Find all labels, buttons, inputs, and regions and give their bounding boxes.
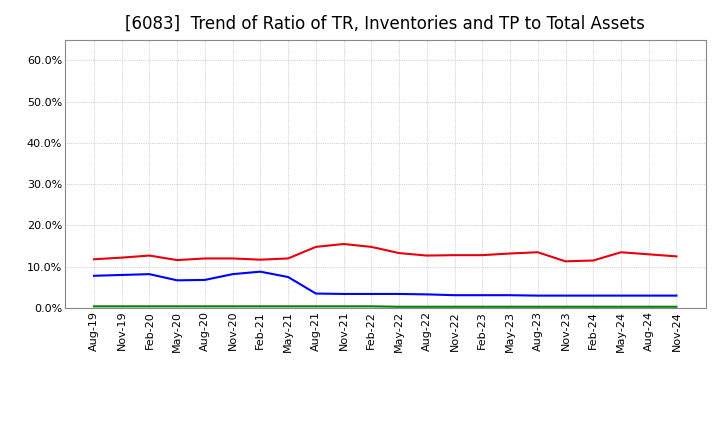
Trade Payables — [644, 304, 653, 309]
Trade Payables — [117, 304, 126, 309]
Trade Receivables — [616, 249, 625, 255]
Inventories — [505, 293, 514, 298]
Trade Receivables — [589, 258, 598, 263]
Inventories — [423, 292, 431, 297]
Inventories — [145, 271, 154, 277]
Trade Payables — [284, 304, 292, 309]
Trade Payables — [616, 304, 625, 309]
Inventories — [478, 293, 487, 298]
Inventories — [644, 293, 653, 298]
Trade Receivables — [505, 251, 514, 256]
Inventories — [672, 293, 681, 298]
Trade Receivables — [173, 257, 181, 263]
Trade Payables — [534, 304, 542, 309]
Trade Receivables — [89, 257, 98, 262]
Inventories — [117, 272, 126, 278]
Trade Receivables — [478, 253, 487, 258]
Trade Payables — [312, 304, 320, 309]
Trade Payables — [367, 304, 376, 309]
Inventories — [589, 293, 598, 298]
Trade Receivables — [672, 254, 681, 259]
Trade Receivables — [117, 255, 126, 260]
Trade Receivables — [201, 256, 210, 261]
Trade Payables — [228, 304, 237, 309]
Trade Receivables — [312, 244, 320, 249]
Trade Payables — [561, 304, 570, 309]
Inventories — [173, 278, 181, 283]
Trade Receivables — [228, 256, 237, 261]
Trade Receivables — [256, 257, 265, 262]
Title: [6083]  Trend of Ratio of TR, Inventories and TP to Total Assets: [6083] Trend of Ratio of TR, Inventories… — [125, 15, 645, 33]
Trade Payables — [450, 304, 459, 309]
Trade Payables — [173, 304, 181, 309]
Inventories — [256, 269, 265, 274]
Trade Receivables — [561, 259, 570, 264]
Trade Payables — [89, 304, 98, 309]
Inventories — [616, 293, 625, 298]
Trade Receivables — [284, 256, 292, 261]
Inventories — [534, 293, 542, 298]
Inventories — [89, 273, 98, 279]
Trade Payables — [395, 304, 403, 309]
Trade Payables — [201, 304, 210, 309]
Inventories — [450, 293, 459, 298]
Trade Receivables — [450, 253, 459, 258]
Line: Inventories: Inventories — [94, 271, 677, 296]
Trade Payables — [423, 304, 431, 309]
Trade Payables — [339, 304, 348, 309]
Inventories — [228, 271, 237, 277]
Trade Receivables — [534, 249, 542, 255]
Trade Receivables — [423, 253, 431, 258]
Trade Receivables — [339, 242, 348, 247]
Trade Payables — [672, 304, 681, 309]
Trade Payables — [145, 304, 154, 309]
Trade Payables — [256, 304, 265, 309]
Trade Receivables — [367, 244, 376, 249]
Trade Payables — [589, 304, 598, 309]
Trade Payables — [505, 304, 514, 309]
Inventories — [201, 277, 210, 282]
Trade Receivables — [145, 253, 154, 258]
Inventories — [367, 291, 376, 297]
Line: Trade Receivables: Trade Receivables — [94, 244, 677, 261]
Inventories — [561, 293, 570, 298]
Inventories — [284, 275, 292, 280]
Inventories — [339, 291, 348, 297]
Inventories — [312, 291, 320, 296]
Inventories — [395, 291, 403, 297]
Trade Payables — [478, 304, 487, 309]
Trade Receivables — [395, 250, 403, 256]
Trade Receivables — [644, 252, 653, 257]
